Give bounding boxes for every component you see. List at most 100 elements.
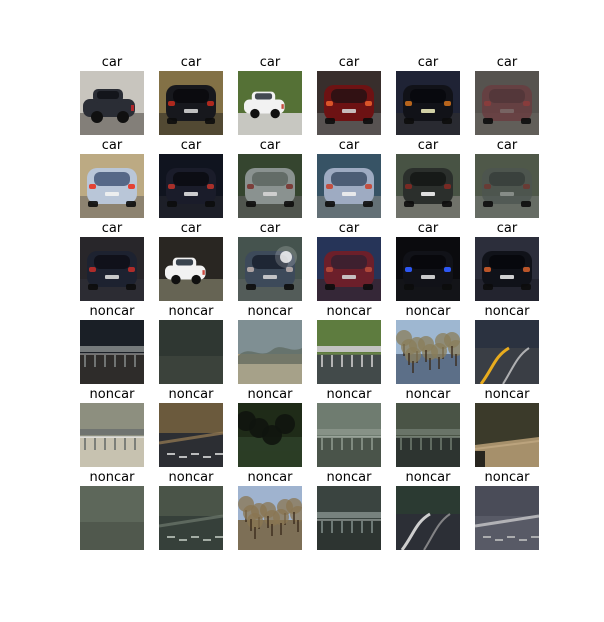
thumbnail-cell: car — [80, 221, 144, 301]
thumbnail-image — [317, 486, 381, 550]
thumbnail-cell: noncar — [80, 304, 144, 384]
thumbnail-title: car — [101, 221, 123, 236]
thumbnail-title: noncar — [484, 387, 530, 402]
thumbnail-cell: noncar — [475, 304, 539, 384]
thumbnail-cell: noncar — [396, 470, 460, 550]
thumbnail-image — [317, 71, 381, 135]
thumbnail-cell: car — [317, 55, 381, 135]
thumbnail-title: noncar — [89, 304, 135, 319]
car-thumbnail — [396, 237, 460, 301]
car-thumbnail — [475, 237, 539, 301]
thumbnail-title: noncar — [89, 387, 135, 402]
thumbnail-image — [317, 320, 381, 384]
thumbnail-image — [238, 237, 302, 301]
thumbnail-image — [238, 154, 302, 218]
thumbnail-cell: car — [238, 221, 302, 301]
thumbnail-cell: car — [159, 55, 223, 135]
thumbnail-cell: noncar — [159, 387, 223, 467]
thumbnail-image — [159, 320, 223, 384]
thumbnail-image — [80, 403, 144, 467]
thumbnail-title: car — [338, 55, 360, 70]
thumbnail-image — [317, 403, 381, 467]
noncar-thumbnail — [238, 486, 302, 550]
thumbnail-title: car — [417, 138, 439, 153]
thumbnail-title: noncar — [247, 470, 293, 485]
car-thumbnail — [475, 154, 539, 218]
thumbnail-cell: car — [317, 138, 381, 218]
thumbnail-cell: car — [396, 55, 460, 135]
noncar-thumbnail — [396, 486, 460, 550]
thumbnail-title: car — [180, 55, 202, 70]
thumbnail-title: car — [417, 55, 439, 70]
car-thumbnail — [238, 154, 302, 218]
thumbnail-title: car — [496, 55, 518, 70]
car-thumbnail — [159, 237, 223, 301]
thumbnail-cell: car — [475, 138, 539, 218]
car-thumbnail — [396, 71, 460, 135]
thumbnail-cell: car — [238, 138, 302, 218]
thumbnail-cell: noncar — [396, 304, 460, 384]
thumbnail-image — [475, 237, 539, 301]
thumbnail-title: noncar — [89, 470, 135, 485]
thumbnail-image — [396, 71, 460, 135]
thumbnail-title: noncar — [405, 470, 451, 485]
thumbnail-cell: noncar — [238, 387, 302, 467]
thumbnail-image — [238, 71, 302, 135]
noncar-thumbnail — [238, 403, 302, 467]
thumbnail-image — [396, 403, 460, 467]
thumbnail-title: noncar — [405, 304, 451, 319]
thumbnail-title: car — [101, 138, 123, 153]
thumbnail-image — [80, 71, 144, 135]
car-thumbnail — [159, 71, 223, 135]
car-thumbnail — [317, 154, 381, 218]
thumbnail-image — [396, 237, 460, 301]
thumbnail-title: car — [180, 138, 202, 153]
noncar-thumbnail — [317, 486, 381, 550]
thumbnail-title: car — [496, 221, 518, 236]
thumbnail-image — [238, 320, 302, 384]
thumbnail-cell: noncar — [238, 470, 302, 550]
thumbnail-cell: car — [317, 221, 381, 301]
thumbnail-cell: noncar — [317, 387, 381, 467]
thumbnail-image — [238, 486, 302, 550]
thumbnail-title: noncar — [168, 304, 214, 319]
thumbnail-image — [396, 486, 460, 550]
thumbnail-image — [159, 237, 223, 301]
thumbnail-cell: car — [238, 55, 302, 135]
thumbnail-title: noncar — [247, 304, 293, 319]
thumbnail-image — [80, 486, 144, 550]
thumbnail-image — [80, 154, 144, 218]
noncar-thumbnail — [475, 403, 539, 467]
thumbnail-cell: car — [396, 221, 460, 301]
thumbnail-image — [159, 486, 223, 550]
noncar-thumbnail — [317, 403, 381, 467]
thumbnail-title: noncar — [326, 470, 372, 485]
thumbnail-image — [396, 154, 460, 218]
thumbnail-cell: noncar — [317, 304, 381, 384]
thumbnail-title: noncar — [168, 387, 214, 402]
thumbnail-image — [317, 237, 381, 301]
thumbnail-cell: noncar — [475, 387, 539, 467]
thumbnail-title: car — [417, 221, 439, 236]
thumbnail-image — [317, 154, 381, 218]
thumbnail-title: noncar — [247, 387, 293, 402]
noncar-thumbnail — [159, 403, 223, 467]
noncar-thumbnail — [317, 320, 381, 384]
thumbnail-title: noncar — [405, 387, 451, 402]
thumbnail-image — [475, 154, 539, 218]
noncar-thumbnail — [396, 320, 460, 384]
noncar-thumbnail — [475, 486, 539, 550]
thumbnail-cell: noncar — [159, 304, 223, 384]
car-thumbnail — [238, 237, 302, 301]
car-thumbnail — [80, 237, 144, 301]
thumbnail-cell: car — [159, 138, 223, 218]
thumbnail-image — [396, 320, 460, 384]
thumbnail-title: noncar — [484, 470, 530, 485]
car-thumbnail — [317, 237, 381, 301]
noncar-thumbnail — [396, 403, 460, 467]
thumbnail-cell: noncar — [396, 387, 460, 467]
thumbnail-cell: car — [159, 221, 223, 301]
thumbnail-cell: car — [475, 55, 539, 135]
car-thumbnail — [80, 71, 144, 135]
thumbnail-cell: noncar — [80, 470, 144, 550]
